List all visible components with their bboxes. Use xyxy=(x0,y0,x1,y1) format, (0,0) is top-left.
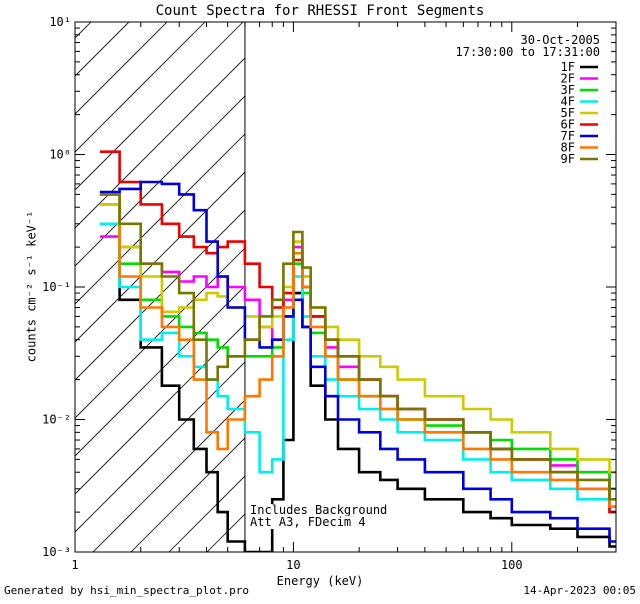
series-7F xyxy=(99,180,616,543)
y-tick-label: 10⁻³ xyxy=(42,545,71,559)
footer-generator: Generated by hsi_min_spectra_plot.pro xyxy=(4,584,250,597)
x-tick-label: 10 xyxy=(286,558,300,572)
legend-label-5F: 5F xyxy=(561,106,575,120)
legend-label-7F: 7F xyxy=(561,129,575,143)
series-layer xyxy=(99,150,616,552)
series-3F xyxy=(99,203,616,491)
date-label: 30-Oct-2005 xyxy=(520,33,600,47)
y-tick-label: 10⁻¹ xyxy=(42,280,71,294)
series-8F xyxy=(99,193,616,508)
series-9F xyxy=(99,193,616,501)
annotation-background: Includes Background xyxy=(250,503,388,517)
footer-date: 14-Apr-2023 00:05 xyxy=(523,584,636,597)
legend-label-2F: 2F xyxy=(561,72,575,86)
legend-label-3F: 3F xyxy=(561,83,575,97)
x-tick-label: 100 xyxy=(501,558,523,572)
hatch-line xyxy=(75,22,282,229)
legend-label-9F: 9F xyxy=(561,152,575,166)
legend-label-6F: 6F xyxy=(561,118,575,132)
annotation-attenuator: Att A3, FDecim 4 xyxy=(250,515,366,529)
y-tick-label: 10¹ xyxy=(49,15,71,29)
y-tick-label: 10⁰ xyxy=(49,148,71,162)
axes: 1 10 100 10⁻³ 10⁻² 10⁻¹ 10⁰ 10¹ xyxy=(42,15,617,572)
legend-label-1F: 1F xyxy=(561,60,575,74)
hatch-line xyxy=(75,22,206,153)
time-range-label: 17:30:00 to 17:31:00 xyxy=(455,45,601,59)
legend-label-8F: 8F xyxy=(561,141,575,155)
hatch-line xyxy=(75,22,244,191)
hatch-line xyxy=(75,22,168,115)
hatch-line xyxy=(625,22,640,552)
legend-label-4F: 4F xyxy=(561,95,575,109)
x-axis-label: Energy (keV) xyxy=(276,574,364,588)
hatch-line xyxy=(75,22,320,267)
chart-title: Count Spectra for RHESSI Front Segments xyxy=(155,3,485,19)
y-axis-label: counts cm⁻² s⁻¹ keV⁻¹ xyxy=(24,210,39,363)
y-tick-label: 10⁻² xyxy=(42,413,71,427)
x-tick-label: 1 xyxy=(71,558,78,572)
